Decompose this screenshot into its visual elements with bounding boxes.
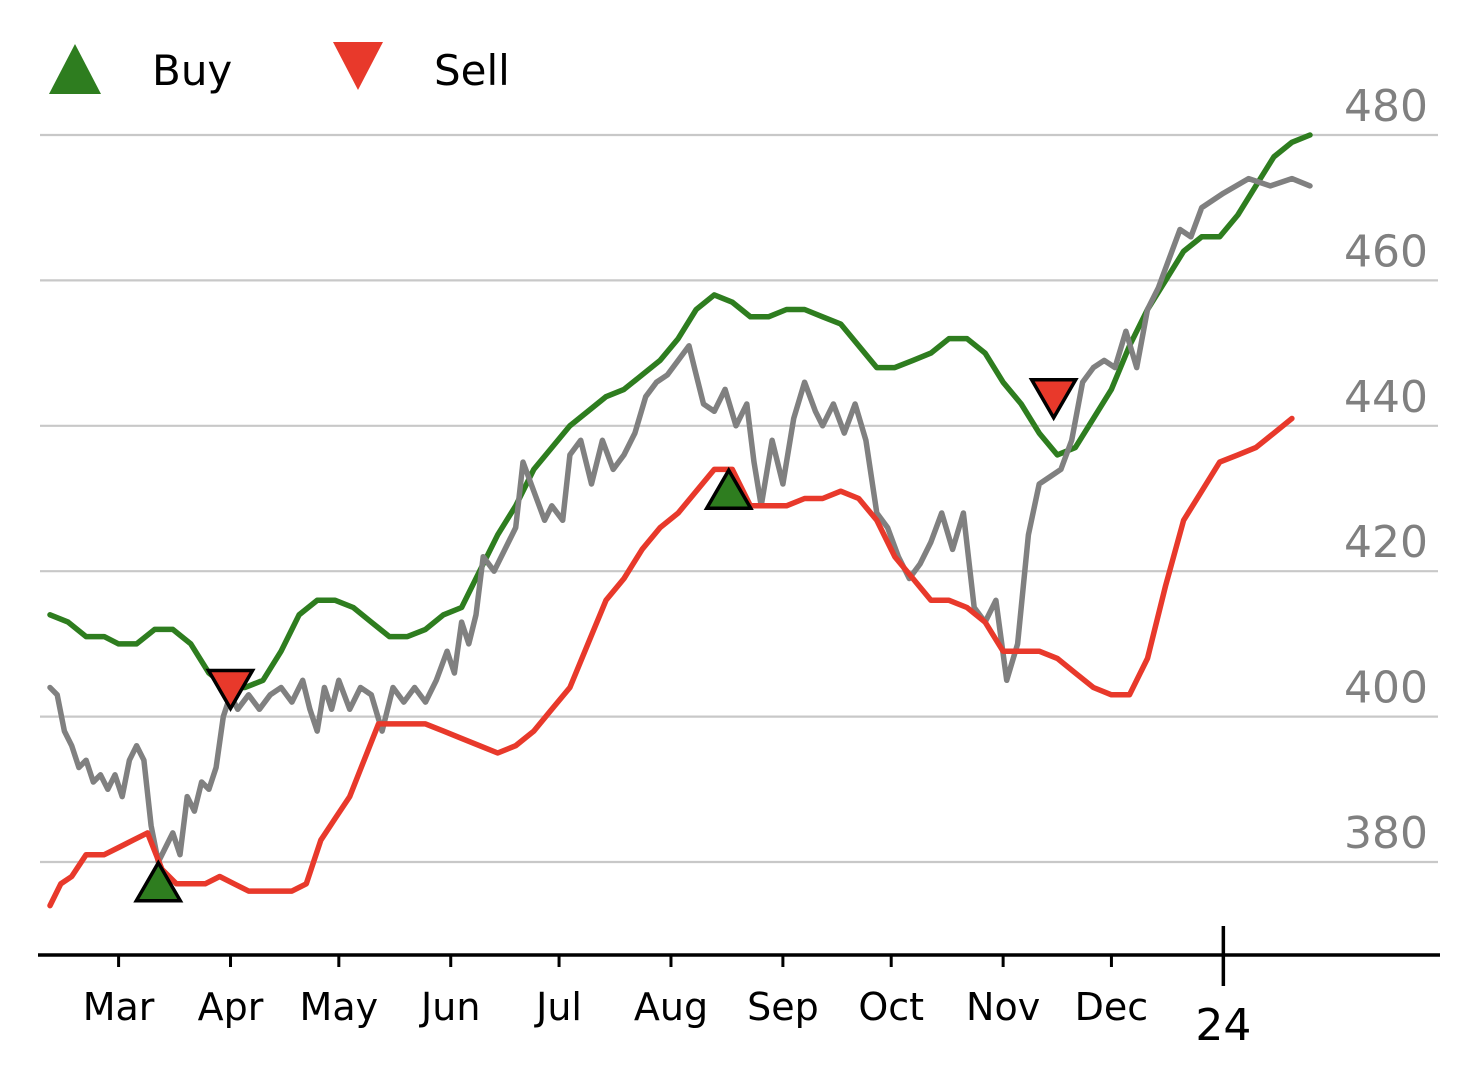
x-tick-label: Mar [83,985,155,1029]
legend: Buy Sell [49,42,510,95]
sell-signal-marker [205,668,256,713]
y-tick-label: 400 [1344,663,1428,714]
series-line-2 [47,415,1295,909]
x-tick-label: May [300,985,379,1029]
buy-signal-marker [133,859,184,903]
legend-buy-icon [49,44,101,94]
series-layer [47,132,1313,909]
y-tick-label: 440 [1344,372,1428,423]
y-tick-label: 420 [1344,517,1428,568]
grid-layer: 380 400 420 440 460 480 [40,81,1438,864]
y-tick-label: 380 [1344,808,1428,859]
legend-label: Buy [152,46,232,95]
legend-label: Sell [434,46,510,95]
x-tick-label: Nov [966,985,1040,1029]
x-tick-label: Aug [634,985,708,1029]
x-tick-label: Jul [534,985,582,1029]
signal-layer [133,377,1079,903]
y-tick-label: 460 [1344,226,1428,277]
series-line-0 [47,132,1313,691]
x-tick-label: Apr [198,985,264,1029]
x-tick-label: Jun [419,985,480,1029]
buy-signal-marker [703,466,754,510]
y-tick-label: 480 [1344,81,1428,132]
series-line-1 [47,175,1313,865]
x-year-label: 24 [1195,1000,1251,1051]
sell-signal-marker [1028,377,1079,422]
x-axis: Mar Apr May Jun Jul Aug Sep Oct Nov Dec 24 [38,926,1440,1051]
x-tick-label: Sep [747,985,819,1029]
x-tick-label: Oct [858,985,924,1029]
x-tick-label: Dec [1075,985,1149,1029]
legend-sell-icon [333,42,383,90]
